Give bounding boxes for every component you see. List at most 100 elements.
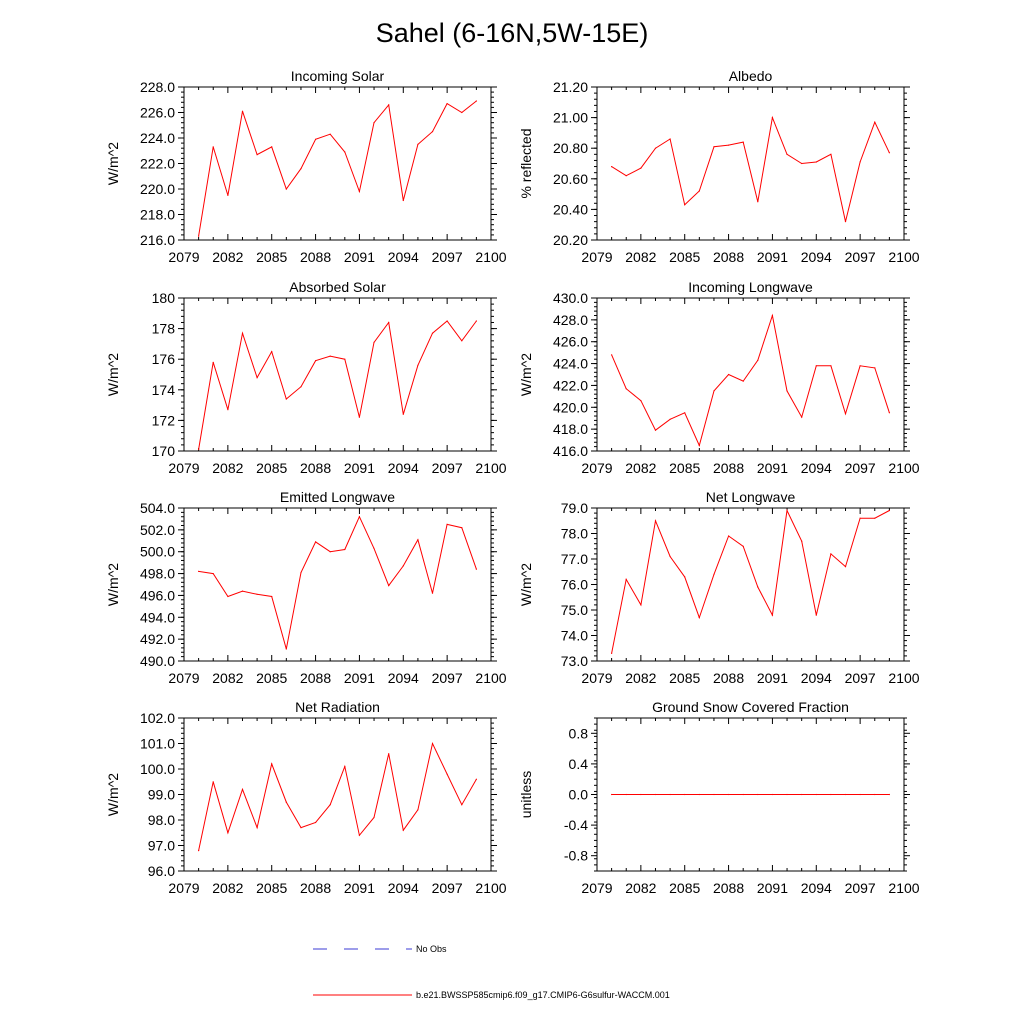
x-tick-label: 2082 xyxy=(212,249,243,265)
x-tick-label: 2079 xyxy=(168,880,199,896)
x-tick-label: 2079 xyxy=(581,670,612,686)
data-point xyxy=(431,742,434,745)
y-tick-label: 218.0 xyxy=(140,207,175,223)
data-point xyxy=(300,571,302,574)
y-tick-label: 74.0 xyxy=(561,628,588,644)
data-point xyxy=(198,235,200,237)
y-tick-label: 226.0 xyxy=(140,105,175,121)
x-tick-label: 2100 xyxy=(475,880,506,896)
y-tick-label: 97.0 xyxy=(148,838,175,854)
data-point xyxy=(329,551,331,553)
x-tick-label: 2088 xyxy=(300,249,331,265)
y-tick-label: 420.0 xyxy=(553,399,588,415)
data-point xyxy=(684,204,686,206)
data-point xyxy=(640,167,642,169)
data-point xyxy=(329,355,331,357)
data-point xyxy=(771,793,774,796)
series-line xyxy=(611,508,890,654)
x-tick-label: 2082 xyxy=(625,249,656,265)
plot-frame xyxy=(183,717,492,872)
x-tick-label: 2094 xyxy=(801,460,832,476)
y-tick-label: 101.0 xyxy=(140,736,175,752)
series-line xyxy=(198,100,477,237)
data-point xyxy=(198,850,200,852)
x-tick-label: 2088 xyxy=(300,670,331,686)
x-tick-label: 2100 xyxy=(475,460,506,476)
y-tick-label: 430.0 xyxy=(553,290,588,306)
data-point xyxy=(358,834,360,836)
data-point xyxy=(888,152,891,154)
panel-title: Absorbed Solar xyxy=(289,279,386,295)
y-tick-label: 220.0 xyxy=(140,181,175,197)
data-point xyxy=(285,398,287,400)
panel-1: Albedo % reflected 2079 2082 2085 2088 2091 209… xyxy=(518,68,920,265)
y-tick-label: 426.0 xyxy=(553,334,588,350)
y-axis-label: W/m^2 xyxy=(518,353,534,396)
data-point xyxy=(874,517,876,519)
x-tick-label: 2097 xyxy=(432,880,463,896)
data-point xyxy=(669,418,671,420)
legend: No Obs b.e21.BWSSP585cmip6.f09_g17.CMIP6… xyxy=(313,944,670,1000)
data-point xyxy=(611,354,613,356)
y-tick-label: 494.0 xyxy=(140,609,175,625)
data-point xyxy=(271,595,273,598)
x-tick-label: 2094 xyxy=(801,249,832,265)
data-point xyxy=(227,832,229,834)
data-point xyxy=(888,412,891,414)
y-axis-label: unitless xyxy=(518,771,534,818)
x-tick-label: 2079 xyxy=(168,460,199,476)
data-point xyxy=(669,555,671,558)
x-tick-label: 2094 xyxy=(801,880,832,896)
x-tick-label: 2085 xyxy=(669,249,700,265)
data-point xyxy=(654,520,657,522)
data-point xyxy=(344,151,346,153)
x-tick-label: 2088 xyxy=(713,880,744,896)
x-tick-label: 2100 xyxy=(888,249,919,265)
panel-0: Incoming Solar W/m^2 2079 2082 2085 2088 2091 2… xyxy=(105,68,507,265)
data-point xyxy=(344,765,346,768)
legend-model-label: b.e21.BWSSP585cmip6.f09_g17.CMIP6-G6sulf… xyxy=(416,990,670,1000)
y-tick-label: 21.00 xyxy=(553,110,588,126)
data-point xyxy=(698,190,700,192)
data-point xyxy=(475,778,477,780)
x-tick-label: 2094 xyxy=(388,249,419,265)
x-tick-label: 2100 xyxy=(475,249,506,265)
y-tick-label: 216.0 xyxy=(140,232,175,248)
x-tick-label: 2088 xyxy=(713,249,744,265)
x-tick-label: 2097 xyxy=(432,460,463,476)
y-tick-label: 490.0 xyxy=(140,653,175,669)
data-point xyxy=(446,523,448,526)
x-tick-label: 2091 xyxy=(757,880,788,896)
panel-6: Net Radiation W/m^2 2079 2082 2085 2088 2091 20… xyxy=(105,699,507,896)
y-tick-label: 424.0 xyxy=(553,356,588,372)
data-point xyxy=(256,593,258,595)
data-point xyxy=(256,377,258,379)
data-point xyxy=(241,332,244,334)
data-point xyxy=(212,781,214,783)
x-tick-label: 2091 xyxy=(344,670,375,686)
data-point xyxy=(212,146,214,148)
data-point xyxy=(344,358,346,360)
x-tick-label: 2100 xyxy=(888,460,919,476)
data-point xyxy=(757,586,759,588)
data-point xyxy=(640,793,642,796)
data-point xyxy=(431,131,434,133)
data-point xyxy=(844,413,847,415)
data-point xyxy=(431,332,434,334)
data-point xyxy=(801,162,803,165)
data-point xyxy=(669,138,671,140)
y-tick-label: 98.0 xyxy=(148,812,175,828)
data-point xyxy=(859,161,861,163)
y-tick-label: 174 xyxy=(152,382,176,398)
panel-title: Net Radiation xyxy=(295,699,380,715)
panel-4: Emitted Longwave W/m^2 2079 2082 2085 2088 209… xyxy=(105,489,507,686)
x-tick-label: 2082 xyxy=(212,460,243,476)
data-point xyxy=(227,595,229,598)
x-tick-label: 2082 xyxy=(625,460,656,476)
x-tick-label: 2088 xyxy=(300,460,331,476)
y-tick-label: 504.0 xyxy=(140,500,175,516)
plot-frame xyxy=(183,507,492,662)
x-tick-label: 2100 xyxy=(475,670,506,686)
plot-frame xyxy=(183,297,492,452)
data-point xyxy=(402,413,404,415)
